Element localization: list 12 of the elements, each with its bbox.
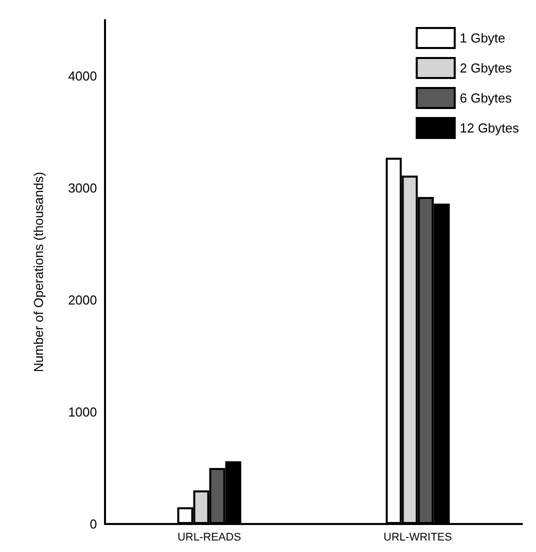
x-tick-label: URL-READS [177, 532, 242, 544]
y-tick-label: 4000 [68, 68, 97, 84]
y-tick-label: 3000 [68, 180, 97, 196]
y-tick-label: 2000 [68, 292, 97, 308]
legend-label: 12 Gbytes [460, 120, 520, 136]
y-tick-label: 1000 [68, 404, 97, 420]
y-axis-title: Number of Operations (thousands) [31, 172, 46, 372]
legend-label: 2 Gbytes [460, 60, 512, 76]
x-tick-label: URL-WRITES [384, 532, 452, 544]
legend-label: 1 Gbyte [460, 30, 506, 46]
legend-label: 6 Gbytes [460, 90, 512, 106]
y-tick-label: 0 [90, 516, 97, 532]
